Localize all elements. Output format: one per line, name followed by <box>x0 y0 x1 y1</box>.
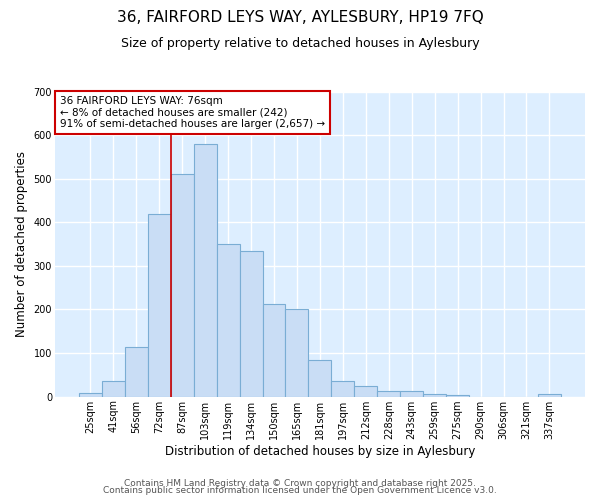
Bar <box>308 360 331 397</box>
Bar <box>79 393 102 396</box>
Bar <box>331 382 355 396</box>
X-axis label: Distribution of detached houses by size in Aylesbury: Distribution of detached houses by size … <box>165 444 475 458</box>
Bar <box>263 304 286 396</box>
Text: 36, FAIRFORD LEYS WAY, AYLESBURY, HP19 7FQ: 36, FAIRFORD LEYS WAY, AYLESBURY, HP19 7… <box>116 10 484 25</box>
Bar <box>400 392 423 396</box>
Bar <box>423 394 446 396</box>
Bar <box>355 386 377 396</box>
Bar <box>217 244 239 396</box>
Text: 36 FAIRFORD LEYS WAY: 76sqm
← 8% of detached houses are smaller (242)
91% of sem: 36 FAIRFORD LEYS WAY: 76sqm ← 8% of deta… <box>60 96 325 130</box>
Bar <box>125 346 148 397</box>
Bar <box>194 144 217 397</box>
Text: Contains public sector information licensed under the Open Government Licence v3: Contains public sector information licen… <box>103 486 497 495</box>
Bar <box>171 174 194 396</box>
Bar <box>148 214 171 396</box>
Text: Size of property relative to detached houses in Aylesbury: Size of property relative to detached ho… <box>121 38 479 51</box>
Bar <box>377 392 400 396</box>
Text: Contains HM Land Registry data © Crown copyright and database right 2025.: Contains HM Land Registry data © Crown c… <box>124 478 476 488</box>
Bar <box>286 310 308 396</box>
Bar <box>239 250 263 396</box>
Bar <box>102 382 125 396</box>
Bar <box>538 394 561 396</box>
Y-axis label: Number of detached properties: Number of detached properties <box>15 151 28 337</box>
